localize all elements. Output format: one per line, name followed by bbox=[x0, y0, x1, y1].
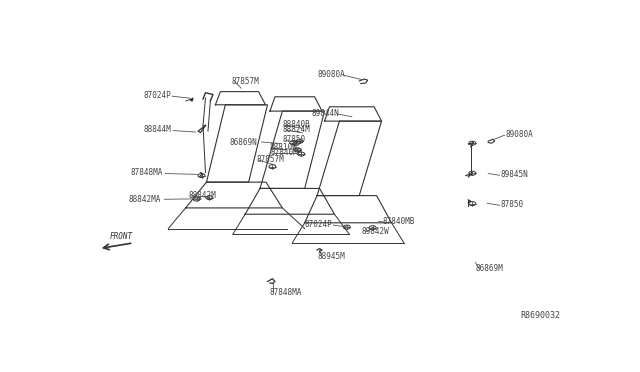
Text: 88810W: 88810W bbox=[269, 143, 297, 152]
Text: 86869N: 86869N bbox=[230, 138, 257, 147]
Text: 89080A: 89080A bbox=[317, 70, 346, 79]
Text: 88824M: 88824M bbox=[282, 125, 310, 134]
Text: 87850: 87850 bbox=[500, 200, 524, 209]
Text: 89844N: 89844N bbox=[312, 109, 339, 118]
Text: 89080A: 89080A bbox=[506, 130, 533, 139]
Text: 87857M: 87857M bbox=[231, 77, 259, 86]
Text: 87840MB: 87840MB bbox=[271, 148, 303, 157]
Text: 87857M: 87857M bbox=[256, 155, 284, 164]
Text: 88840B: 88840B bbox=[282, 121, 310, 129]
Text: 88842MA: 88842MA bbox=[129, 195, 161, 204]
Text: R8690032: R8690032 bbox=[520, 311, 560, 320]
Text: FRONT: FRONT bbox=[109, 232, 132, 241]
Text: 87024P: 87024P bbox=[304, 220, 332, 229]
Text: 86869M: 86869M bbox=[476, 264, 504, 273]
Text: 87850: 87850 bbox=[282, 135, 305, 144]
Text: 88945M: 88945M bbox=[317, 252, 345, 261]
Text: 87848MA: 87848MA bbox=[270, 288, 302, 298]
Text: 88842M: 88842M bbox=[188, 191, 216, 200]
Text: 87840MB: 87840MB bbox=[383, 217, 415, 226]
Text: 89845N: 89845N bbox=[500, 170, 529, 179]
Text: 87024P: 87024P bbox=[143, 91, 171, 100]
Text: 89842W: 89842W bbox=[362, 227, 390, 236]
Text: 87848MA: 87848MA bbox=[131, 169, 163, 177]
Text: 88844M: 88844M bbox=[143, 125, 171, 135]
